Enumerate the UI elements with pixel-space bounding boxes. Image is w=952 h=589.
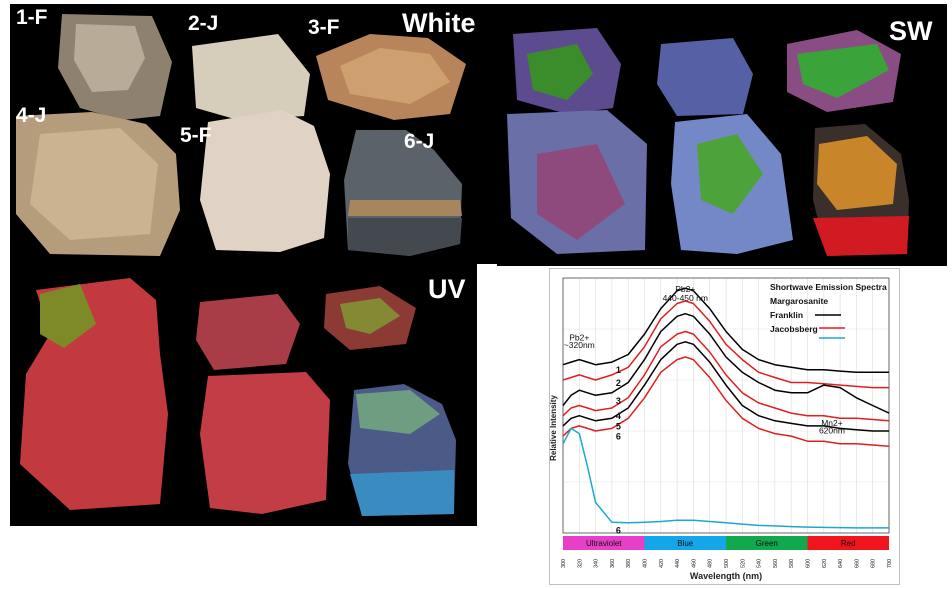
chart-subtitle: Margarosanite — [770, 296, 828, 306]
series-label: 5 — [616, 421, 621, 431]
spectrum-line-5 — [562, 341, 889, 432]
white-light-specimens — [16, 14, 466, 256]
band-label: Ultraviolet — [586, 539, 622, 548]
x-tick-label: 300 — [561, 559, 567, 568]
band-label: Green — [756, 539, 778, 548]
band-ultraviolet — [563, 536, 645, 550]
x-tick-label: 420 — [659, 559, 665, 568]
x-tick-label: 580 — [789, 559, 795, 568]
y-axis-label: Relative Intensity — [549, 395, 558, 461]
spectrum-line-6 — [562, 356, 890, 448]
annotation: Pb2+ — [675, 284, 695, 294]
x-tick-label: 540 — [757, 559, 763, 568]
chart-frame — [549, 268, 900, 585]
x-tick-label: 400 — [643, 559, 649, 568]
x-tick-label: 480 — [708, 559, 714, 568]
x-tick-label: 360 — [610, 559, 616, 568]
x-tick-label: 320 — [577, 559, 583, 568]
spectrum-line-7 — [562, 427, 889, 529]
chart-title: Shortwave Emission Spectra — [770, 282, 887, 292]
x-tick-label: 460 — [691, 559, 697, 568]
x-tick-label: 640 — [838, 559, 844, 568]
uv-photo-panel: UV — [10, 264, 477, 526]
series-group — [562, 287, 890, 529]
x-tick-label: 560 — [773, 559, 779, 568]
spectrum-line-1 — [562, 287, 889, 374]
x-axis-label: Wavelength (nm) — [690, 571, 762, 581]
x-tick-label: 600 — [806, 559, 812, 568]
panel-title-white: White — [402, 8, 476, 38]
shortwave-specimens — [507, 28, 909, 256]
shortwave-uv-photo-panel: SW — [497, 4, 947, 266]
x-tick-label: 500 — [724, 559, 730, 568]
specimen-label: 1-F — [16, 6, 48, 29]
uv-specimens — [20, 278, 456, 516]
spectrum-line-2 — [562, 300, 889, 389]
specimen-label: 2-J — [188, 12, 219, 35]
specimen-label: 6-J — [404, 130, 435, 153]
white-light-photo-panel: 1-F 2-J 3-F 4-J 5-F 6-J White — [10, 4, 497, 264]
series-label: 4 — [616, 411, 621, 421]
x-tick-label: 440 — [675, 559, 681, 568]
specimen-label: 3-F — [308, 16, 340, 39]
spectrum-line-3 — [562, 312, 890, 414]
annotation: Pb2+ — [569, 332, 589, 342]
series-label: 6 — [616, 525, 621, 535]
annotation: 620nm — [819, 426, 845, 436]
panel-title-uv: UV — [428, 274, 466, 304]
x-tick-label: 520 — [740, 559, 746, 568]
spectrum-line-4 — [562, 330, 890, 422]
legend-jacobsberg-label: Jacobsberg — [770, 324, 818, 334]
specimen-label: 4-J — [16, 104, 47, 127]
grid — [562, 278, 890, 533]
x-tick-label: 700 — [887, 559, 893, 568]
x-axis-ticks: 300 320 340 360 380 400 420 440 460 480 500 520 540 5… — [561, 559, 893, 568]
annotation: ~320nm — [564, 340, 595, 350]
x-tick-label: 380 — [626, 559, 632, 568]
annotation: 440-450 nm — [663, 293, 708, 303]
series-label: 2 — [616, 378, 621, 388]
band-label: Blue — [677, 539, 694, 548]
band-green — [726, 536, 808, 550]
legend-franklin-label: Franklin — [770, 310, 803, 320]
x-tick-label: 660 — [854, 559, 860, 568]
specimen-label: 5-F — [180, 124, 212, 147]
band-blue — [644, 536, 726, 550]
series-label: 1 — [616, 365, 621, 375]
band-red — [807, 536, 889, 550]
x-tick-label: 620 — [822, 559, 828, 568]
wavelength-bands: Ultraviolet Blue Green Red — [563, 536, 889, 550]
band-label: Red — [841, 539, 856, 548]
x-tick-label: 340 — [594, 559, 600, 568]
series-label: 3 — [616, 396, 621, 406]
x-tick-label: 680 — [871, 559, 877, 568]
series-label: 6 — [616, 431, 621, 441]
panel-title-sw: SW — [889, 16, 933, 46]
annotation: Mn2+ — [821, 418, 843, 428]
